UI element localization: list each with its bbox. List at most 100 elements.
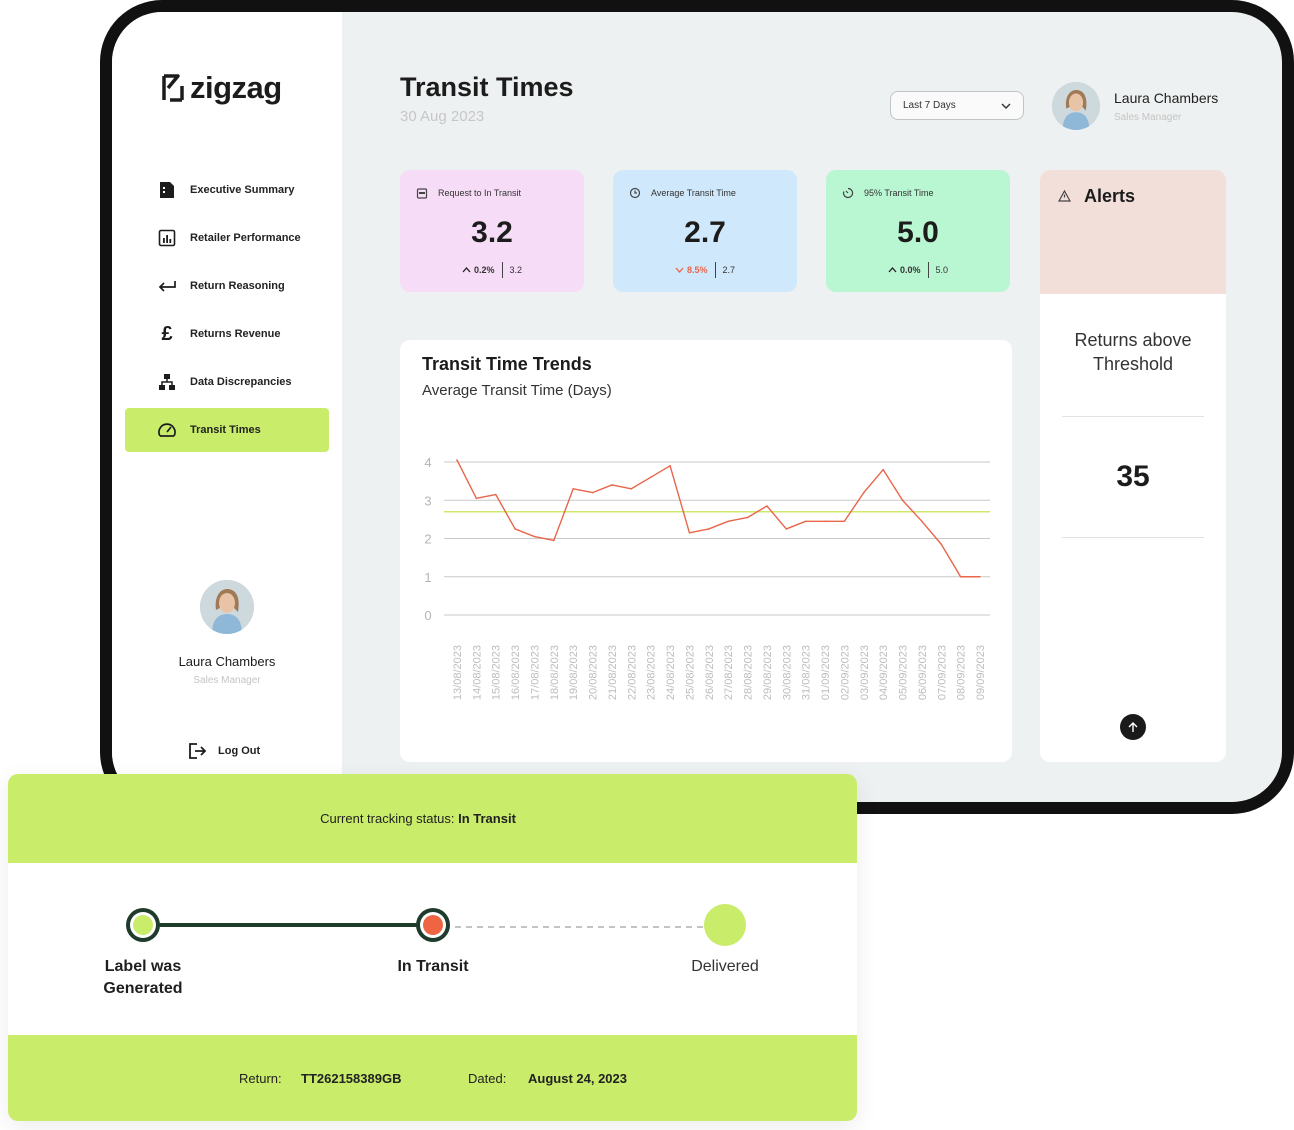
alerts-panel: Alerts Returns above Threshold 35: [1040, 170, 1226, 762]
avatar[interactable]: [200, 580, 254, 634]
x-tick-label: 04/09/2023: [878, 645, 890, 700]
sidebar-item-retailer-performance[interactable]: Retailer Performance: [125, 216, 329, 260]
x-tick-label: 08/09/2023: [956, 645, 968, 700]
header-avatar[interactable]: [1052, 82, 1100, 130]
data-point: [533, 535, 536, 538]
x-tick-label: 25/08/2023: [684, 645, 696, 700]
sidebar: zigzag Executive Summary Retailer Perfor…: [112, 12, 342, 802]
arrow-up-icon: [1128, 722, 1138, 732]
sidebar-item-return-reasoning[interactable]: Return Reasoning: [125, 264, 329, 308]
data-point: [494, 493, 497, 496]
y-tick-label: 3: [424, 493, 431, 508]
clock-icon: [629, 187, 641, 199]
x-tick-label: 28/08/2023: [743, 645, 755, 700]
dated-value: August 24, 2023: [528, 1071, 627, 1086]
divider: [1062, 416, 1204, 417]
divider: [1062, 537, 1204, 538]
series-line: [456, 459, 980, 578]
step-label-delivered: Delivered: [691, 958, 759, 975]
header-user-role: Sales Manager: [1114, 112, 1182, 123]
data-point: [766, 505, 768, 507]
y-tick-label: 0: [424, 608, 431, 623]
profile-name: Laura Chambers: [178, 654, 276, 669]
alerts-value: 35: [1116, 460, 1150, 493]
data-point: [514, 528, 516, 530]
step-label-in-transit: In Transit: [397, 958, 469, 975]
step-label-generated: Label was Generated: [103, 958, 183, 997]
kpi-card-95-transit-time[interactable]: 95% Transit Time 5.0 0.0% 5.0: [826, 170, 1010, 292]
x-tick-label: 31/08/2023: [801, 645, 813, 700]
sidebar-item-executive-summary[interactable]: Executive Summary: [125, 168, 329, 212]
data-point: [785, 528, 788, 530]
brand-logo[interactable]: zigzag: [162, 70, 282, 106]
x-tick-label: 29/08/2023: [762, 645, 774, 700]
kpi-card-average-transit-time[interactable]: Average Transit Time 2.7 8.5% 2.7: [613, 170, 797, 292]
sidebar-item-label: Data Discrepancies: [190, 376, 292, 388]
kpi-card-request-to-in-transit[interactable]: Request to In Transit 3.2 0.2% 3.2: [400, 170, 584, 292]
data-point: [921, 520, 923, 523]
sidebar-item-label: Return Reasoning: [190, 280, 285, 292]
data-point: [979, 575, 981, 578]
sidebar-item-label: Retailer Performance: [190, 232, 301, 244]
x-tick-label: 19/08/2023: [568, 645, 580, 700]
speedometer-icon: [157, 420, 177, 440]
warning-icon: [1058, 190, 1071, 202]
sidebar-item-transit-times[interactable]: Transit Times: [125, 408, 329, 452]
x-tick-label: 22/08/2023: [626, 645, 638, 700]
kpi-label: Request to In Transit: [438, 188, 522, 198]
date-range-value: Last 7 Days: [903, 100, 956, 111]
pound-icon: £: [161, 322, 173, 345]
tracking-progress: [126, 904, 746, 946]
sidebar-item-data-discrepancies[interactable]: Data Discrepancies: [125, 360, 329, 404]
kpi-previous: 5.0: [935, 265, 949, 275]
kpi-value: 3.2: [471, 216, 513, 249]
zigzag-logo-icon: [162, 74, 184, 102]
x-tick-label: 17/08/2023: [529, 645, 541, 700]
x-tick-label: 15/08/2023: [491, 645, 503, 700]
profile-role: Sales Manager: [193, 675, 261, 686]
step-dot-in-transit: [416, 908, 450, 942]
y-tick-label: 2: [424, 532, 431, 547]
return-arrow-icon: [157, 276, 177, 296]
data-point: [901, 499, 904, 502]
logout-button[interactable]: Log Out: [188, 742, 260, 760]
x-tick-label: 09/09/2023: [975, 645, 987, 700]
data-point: [630, 487, 633, 490]
x-tick-label: 07/09/2023: [936, 645, 948, 700]
kpi-value: 5.0: [897, 216, 939, 249]
data-point: [591, 491, 594, 494]
return-number: TT262158389GB: [301, 1071, 402, 1086]
tracking-header: [8, 774, 857, 863]
logout-icon: [189, 743, 207, 759]
sidebar-item-returns-revenue[interactable]: £ Returns Revenue: [125, 312, 329, 356]
x-tick-label: 01/09/2023: [820, 645, 832, 700]
divider: [501, 262, 503, 278]
chevron-up-icon: [888, 267, 897, 273]
data-point: [553, 539, 555, 542]
user-avatar-icon: [1052, 82, 1100, 130]
data-point: [572, 487, 575, 490]
timer-icon: [842, 187, 854, 199]
data-point: [882, 468, 884, 471]
alerts-header: Alerts: [1040, 170, 1226, 294]
x-tick-label: 20/08/2023: [588, 645, 600, 700]
scroll-top-button[interactable]: [1120, 714, 1146, 740]
data-point: [862, 491, 865, 494]
data-point: [940, 543, 943, 546]
sidebar-item-label: Returns Revenue: [190, 328, 281, 340]
transit-trend-chart: 0 1 2 3 4 13/08/2023 14/08/2023 15/08/2023 16/08…: [424, 455, 990, 700]
data-point: [669, 465, 671, 467]
header-user-name: Laura Chambers: [1114, 90, 1219, 106]
sidebar-item-label: Transit Times: [190, 424, 261, 436]
tracking-status: Current tracking status: In Transit: [8, 811, 828, 826]
alerts-title: Alerts: [1084, 186, 1136, 206]
user-avatar-icon: [200, 580, 254, 634]
data-point: [611, 484, 613, 486]
data-point: [727, 520, 729, 523]
kpi-previous: 2.7: [722, 265, 736, 275]
return-label: Return:: [239, 1071, 282, 1086]
data-point: [708, 528, 710, 530]
bar-chart-icon: [157, 228, 177, 248]
date-range-select[interactable]: Last 7 Days: [890, 91, 1024, 120]
chart-title: Transit Time Trends: [422, 354, 592, 374]
